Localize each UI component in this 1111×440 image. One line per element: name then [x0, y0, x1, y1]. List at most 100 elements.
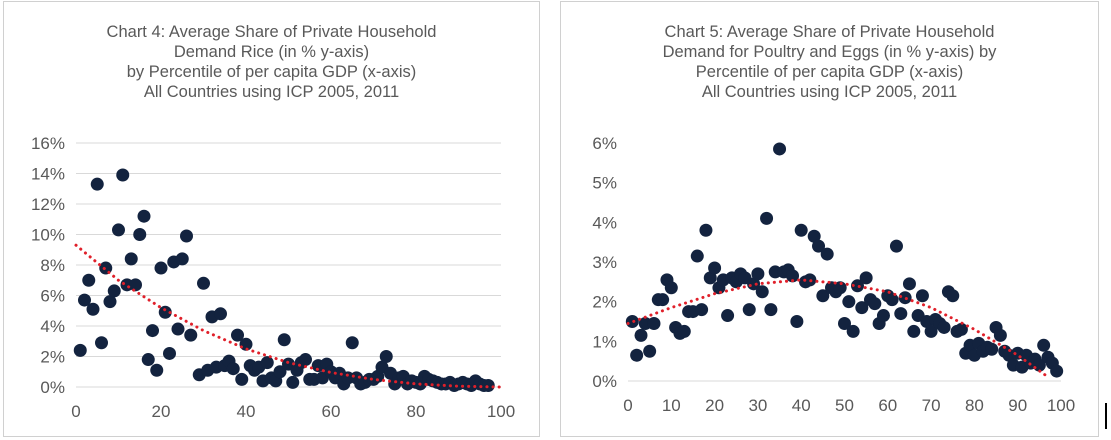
data-point [129, 278, 142, 292]
chart-title-line: All Countries using ICP 2005, 2011 [143, 83, 400, 101]
data-point [842, 295, 856, 309]
data-point [1050, 364, 1064, 378]
data-point [150, 363, 164, 377]
y-tick-label: 16% [31, 134, 65, 153]
data-point [850, 279, 864, 293]
y-tick-label: 2% [592, 293, 617, 312]
y-tick-label: 12% [31, 195, 65, 214]
y-tick-label: 8% [40, 256, 65, 275]
data-point [937, 320, 951, 334]
data-point [902, 277, 916, 291]
data-point [184, 328, 198, 342]
data-point [1037, 338, 1051, 352]
x-tick-label: 40 [237, 402, 256, 421]
y-tick-label: 5% [592, 174, 617, 193]
data-point [690, 249, 704, 263]
y-tick-label: 2% [40, 348, 65, 367]
data-point [95, 336, 108, 350]
y-tick-label: 1% [592, 332, 617, 351]
data-point [345, 336, 359, 350]
x-tick-label: 70 [922, 396, 941, 415]
y-tick-label: 6% [40, 287, 65, 306]
data-point [786, 269, 800, 283]
data-point [481, 378, 495, 392]
data-point [180, 229, 193, 243]
trendline [74, 243, 503, 389]
data-point [677, 324, 691, 338]
data-point [894, 307, 908, 321]
data-point [146, 324, 159, 338]
x-tick-label: 50 [835, 396, 854, 415]
chart-title: Chart 4: Average Share of Private Househ… [4, 22, 539, 102]
x-tick-label: 20 [705, 396, 724, 415]
data-point [838, 316, 851, 330]
data-point [915, 289, 929, 303]
data-point [820, 247, 834, 261]
chart-4-plot: 0% 2% 4% 6% 8% 10% 12% 14% 16% 0 20 40 60 80 100 [31, 134, 515, 421]
data-point [859, 271, 873, 285]
data-point [708, 261, 722, 275]
data-point [985, 342, 999, 356]
data-point [751, 267, 765, 281]
data-point [171, 322, 185, 336]
chart-5-plot: 0% 1% 2% 3% 4% 5% 6% 0 10 20 30 40 50 60 70 80 90 100 [592, 134, 1075, 415]
data-point [141, 353, 155, 367]
y-tick-label: 0% [592, 372, 617, 391]
data-point [647, 316, 661, 330]
data-point [133, 228, 147, 241]
data-point [885, 293, 899, 307]
data-point [78, 293, 91, 307]
data-point [664, 281, 678, 295]
chart-4-panel: Chart 4: Average Share of Private Househ… [3, 1, 540, 437]
x-tick-label: 10 [662, 396, 681, 415]
data-point [82, 273, 96, 287]
data-point [235, 372, 249, 386]
data-point [812, 239, 826, 253]
data-point [299, 353, 312, 367]
x-tick-label: 20 [152, 402, 171, 421]
data-point [273, 365, 287, 379]
data-point [833, 281, 847, 295]
chart-5-panel: Chart 5: Average Share of Private Househ… [560, 1, 1099, 437]
x-tick-label: 0 [71, 402, 80, 421]
data-point [116, 168, 130, 182]
data-point [175, 252, 189, 266]
data-point [889, 239, 903, 253]
x-tick-label: 100 [1047, 396, 1075, 415]
data-point [876, 309, 890, 323]
data-point [154, 261, 168, 275]
data-point [197, 276, 210, 290]
data-point [137, 209, 151, 223]
chart-title-line: Demand for Poultry and Eggs (in % y-axis… [662, 43, 997, 61]
x-tick-label: 80 [965, 396, 984, 415]
data-point [107, 284, 121, 298]
data-point [163, 346, 176, 360]
edge-mark [1105, 403, 1107, 429]
data-point [742, 303, 756, 317]
x-tick-label: 80 [407, 402, 426, 421]
data-point [379, 350, 393, 363]
data-point [747, 277, 761, 291]
chart-title-line: Chart 4: Average Share of Private Househ… [106, 23, 437, 41]
chart-title-line: All Countries using ICP 2005, 2011 [701, 83, 958, 101]
x-tick-label: 30 [748, 396, 767, 415]
data-point [695, 303, 709, 317]
data-point [790, 315, 804, 328]
y-tick-label: 0% [40, 378, 65, 397]
data-point [764, 303, 778, 317]
data-point [954, 322, 968, 336]
data-point [760, 211, 774, 225]
data-point [807, 229, 821, 243]
data-point [214, 307, 227, 321]
data-point [773, 142, 787, 156]
data-point [231, 328, 244, 342]
data-point [286, 375, 300, 389]
data-point [946, 289, 960, 303]
x-tick-label: 90 [1008, 396, 1027, 415]
y-tick-label: 4% [40, 317, 65, 336]
data-point [868, 297, 882, 311]
data-point [103, 295, 117, 309]
data-point [226, 362, 240, 376]
data-point [90, 177, 104, 191]
data-point [907, 324, 921, 338]
